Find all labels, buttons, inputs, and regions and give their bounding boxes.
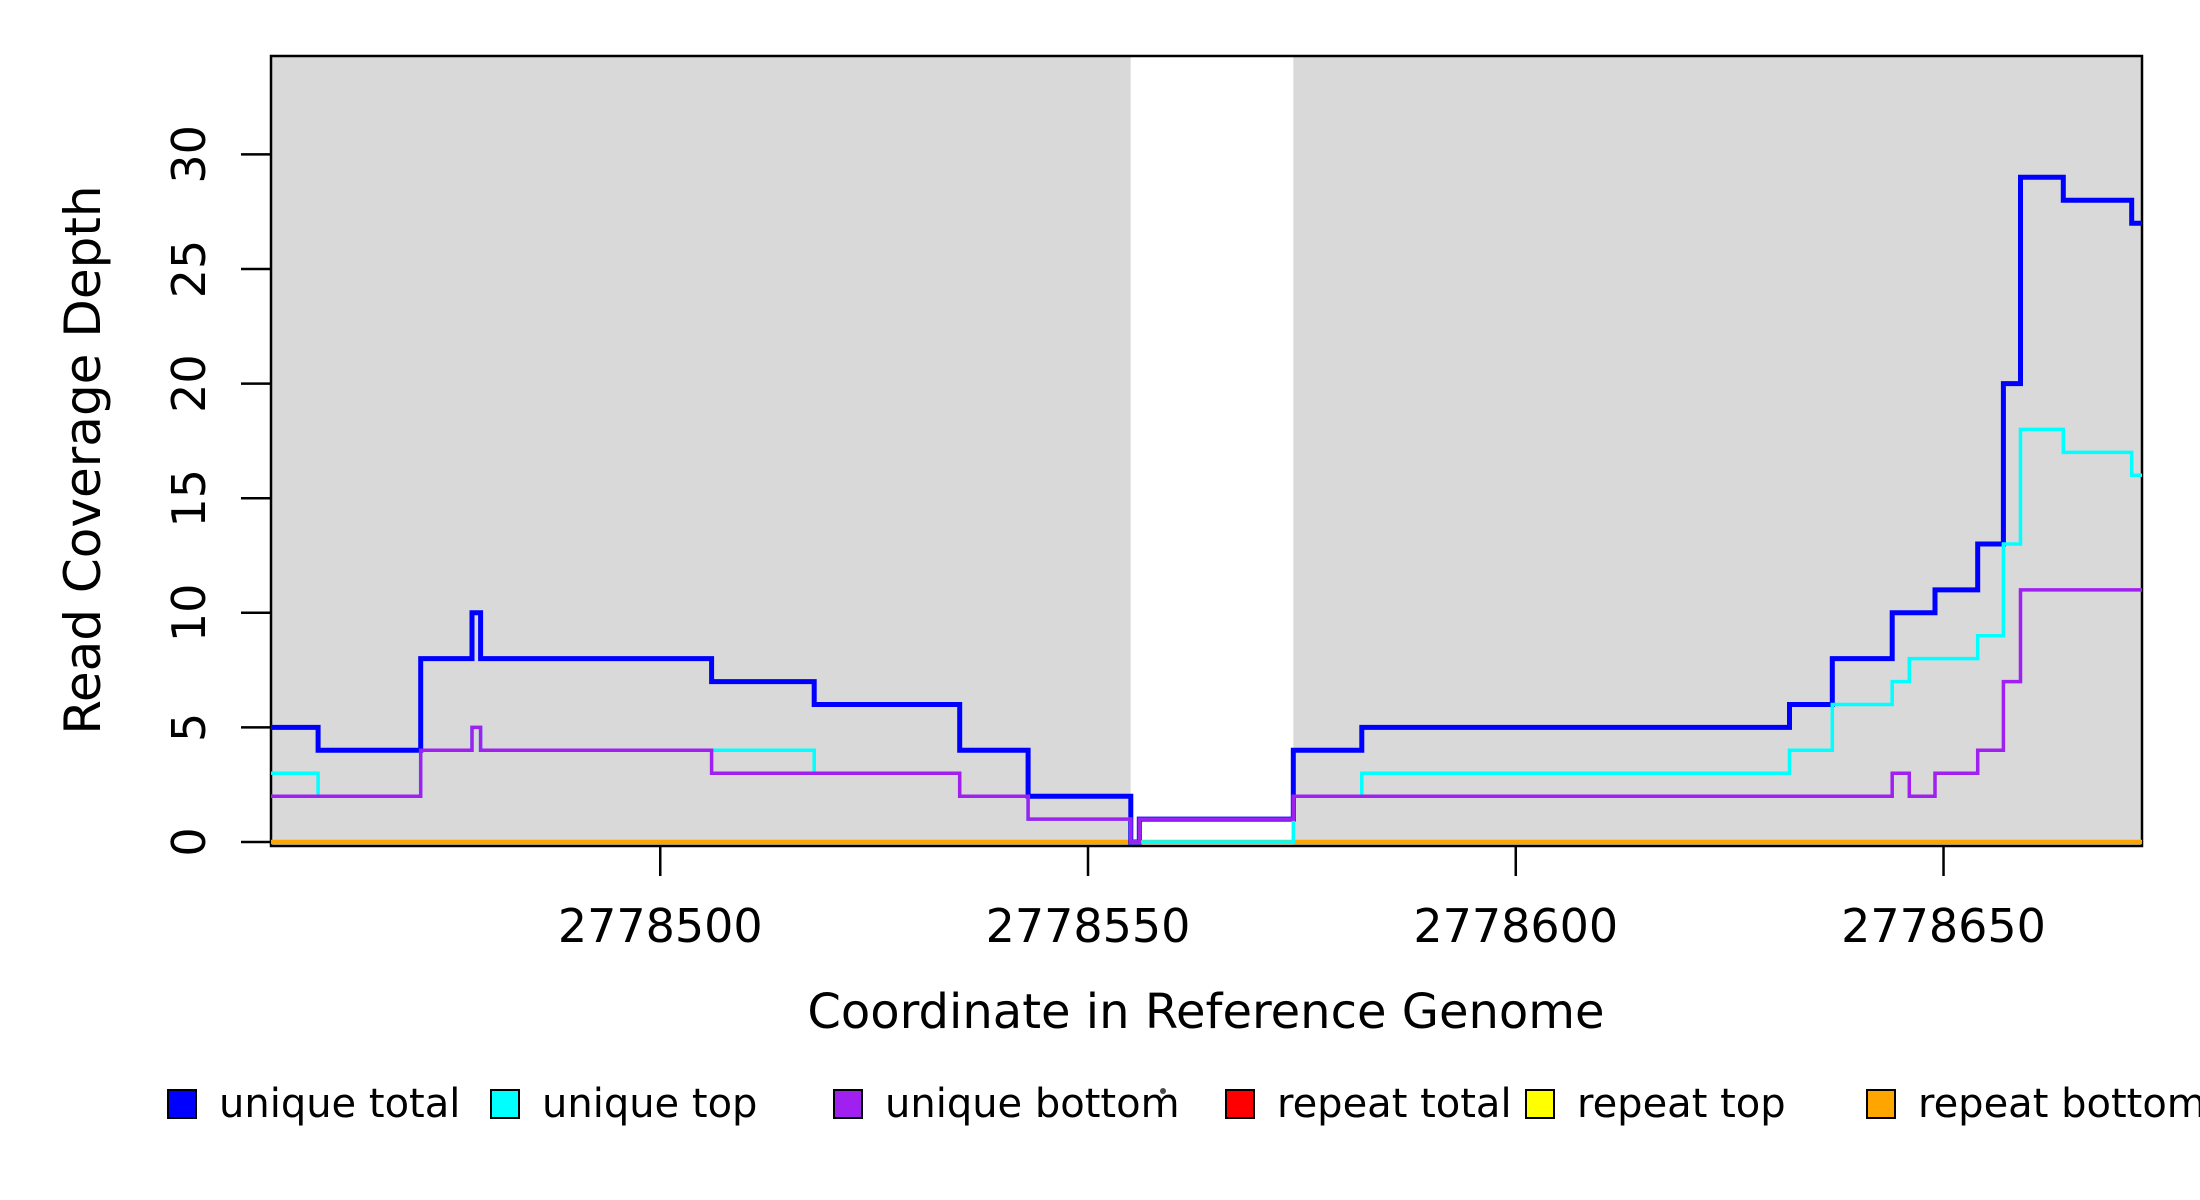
plot-border-box <box>269 54 2144 848</box>
legend-item-repeat-top: repeat top <box>1525 1081 1786 1127</box>
legend-item-repeat-bottom: repeat bottom <box>1866 1081 2200 1127</box>
legend-label: unique top <box>542 1081 758 1127</box>
series-line-unique-bottom <box>271 588 2142 844</box>
legend-item-unique-total: unique total <box>167 1081 461 1127</box>
legend-label: repeat total <box>1277 1081 1512 1127</box>
legend-swatch-unique-top <box>490 1089 520 1119</box>
x-tick-label: 2778650 <box>1841 899 2046 953</box>
legend-label: repeat bottom <box>1918 1081 2200 1127</box>
y-tick-label: 20 <box>162 354 216 413</box>
y-tick-label: 25 <box>162 240 216 299</box>
y-tick-label: 0 <box>162 827 216 856</box>
x-tick-label: 2778550 <box>986 899 1191 953</box>
series-lines <box>271 174 2142 845</box>
x-tick-label: 2778500 <box>558 899 763 953</box>
series-line-unique-total <box>271 174 2142 845</box>
legend-item-unique-bottom: unique bottom <box>833 1081 1180 1127</box>
x-axis: 2778500 2778550 2778600 2778650 <box>558 846 2046 953</box>
y-tick-label: 5 <box>162 713 216 742</box>
legend-item-repeat-total: repeat total <box>1225 1081 1512 1127</box>
white-gap-band <box>1130 56 1294 846</box>
legend-swatch-unique-bottom <box>833 1089 863 1119</box>
legend-label: unique bottom <box>885 1081 1180 1127</box>
legend-swatch-repeat-top <box>1525 1089 1555 1119</box>
y-tick-label: 10 <box>162 584 216 643</box>
legend: unique total unique top unique bottom repea… <box>0 1081 2200 1142</box>
gray-band-left <box>271 56 1131 846</box>
plot-background-bands <box>271 56 2142 846</box>
x-tick-label: 2778600 <box>1413 899 1618 953</box>
stray-dot <box>1160 1088 1166 1094</box>
legend-item-unique-top: unique top <box>490 1081 758 1127</box>
legend-swatch-repeat-total <box>1225 1089 1255 1119</box>
y-axis-title: Read Coverage Depth <box>54 185 112 734</box>
x-axis-title: Coordinate in Reference Genome <box>807 984 1604 1040</box>
y-tick-label: 30 <box>162 125 216 184</box>
legend-swatch-unique-total <box>167 1089 197 1119</box>
legend-label: unique total <box>219 1081 461 1127</box>
gray-band-right <box>1293 56 2142 846</box>
y-axis: 0 5 10 15 20 25 30 <box>162 125 271 857</box>
y-tick-label: 15 <box>162 469 216 528</box>
legend-label: repeat top <box>1577 1081 1786 1127</box>
legend-swatch-repeat-bottom <box>1866 1089 1896 1119</box>
